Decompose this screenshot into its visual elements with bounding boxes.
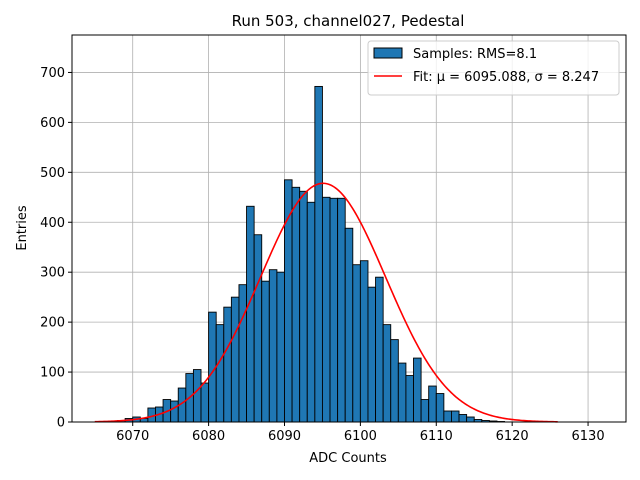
legend-samples-label: Samples: RMS=8.1 xyxy=(413,47,537,62)
y-tick-label: 500 xyxy=(40,166,65,181)
y-tick-label: 100 xyxy=(40,366,65,381)
y-axis-label: Entries xyxy=(15,205,30,251)
y-tick-label: 200 xyxy=(40,316,65,331)
x-axis-ticks: 6070 6080 6090 6100 6110 6120 6130 xyxy=(116,422,605,444)
histogram-bar xyxy=(261,280,270,423)
legend-box xyxy=(367,40,620,96)
histogram-bar xyxy=(329,197,339,423)
x-axis-label: ADC Counts xyxy=(309,451,387,466)
y-tick-label: 300 xyxy=(40,266,65,281)
histogram-bar xyxy=(314,85,323,423)
x-tick-label: 6090 xyxy=(268,429,301,444)
y-tick-label: 600 xyxy=(40,116,65,131)
x-tick-label: 6070 xyxy=(116,429,149,444)
histogram-bar xyxy=(268,269,278,423)
histogram-bar xyxy=(443,410,452,423)
histogram-bar xyxy=(420,399,430,423)
x-tick-label: 6120 xyxy=(496,429,529,444)
fit-curve xyxy=(94,182,558,423)
y-axis-ticks: 0 100 200 300 400 500 600 700 xyxy=(40,66,72,431)
histogram-bar xyxy=(466,416,475,423)
x-tick-label: 6130 xyxy=(572,429,605,444)
histogram-bar xyxy=(299,190,308,423)
histogram-bar xyxy=(321,196,331,423)
histogram-bar xyxy=(451,410,460,423)
histogram-bar xyxy=(359,260,369,423)
x-tick-label: 6080 xyxy=(192,429,225,444)
histogram-bar xyxy=(306,201,316,423)
histogram-bar xyxy=(382,324,392,423)
histogram-bar xyxy=(192,369,202,423)
chart-title: Run 503, channel027, Pedestal xyxy=(232,12,465,30)
y-tick-label: 700 xyxy=(40,66,65,81)
legend-fit-label: Fit: μ = 6095.088, σ = 8.247 xyxy=(413,70,599,85)
histogram-bar xyxy=(238,284,247,423)
histogram-bar xyxy=(246,205,255,423)
histogram-bar xyxy=(337,197,346,423)
histogram-bar xyxy=(428,385,437,423)
histogram-bar xyxy=(276,271,285,423)
histogram-bar xyxy=(223,306,232,423)
histogram-bar xyxy=(170,400,179,423)
histogram-bar xyxy=(405,375,414,423)
histogram-bar xyxy=(390,339,399,423)
y-tick-label: 400 xyxy=(40,216,65,231)
histogram-bar xyxy=(230,296,240,423)
histogram-bar xyxy=(397,362,407,423)
x-tick-label: 6100 xyxy=(344,429,377,444)
y-tick-label: 0 xyxy=(57,416,65,431)
legend-samples-swatch xyxy=(373,47,403,59)
fit-curve-layer xyxy=(94,182,558,423)
histogram-bar xyxy=(352,264,361,423)
plot-frame xyxy=(71,34,627,423)
histogram-bar xyxy=(215,324,225,423)
histogram-bar xyxy=(253,234,263,423)
x-tick-label: 6110 xyxy=(420,429,453,444)
histogram-bar xyxy=(291,186,301,423)
histogram-bar xyxy=(200,382,210,423)
histogram-bar xyxy=(367,286,377,423)
histogram-bar xyxy=(435,393,445,423)
histogram-bar xyxy=(344,227,354,423)
legend: Samples: RMS=8.1 Fit: μ = 6095.088, σ = … xyxy=(367,40,620,96)
histogram-bar xyxy=(458,414,468,423)
histogram-bar xyxy=(375,276,384,423)
histogram-bar xyxy=(413,357,422,423)
